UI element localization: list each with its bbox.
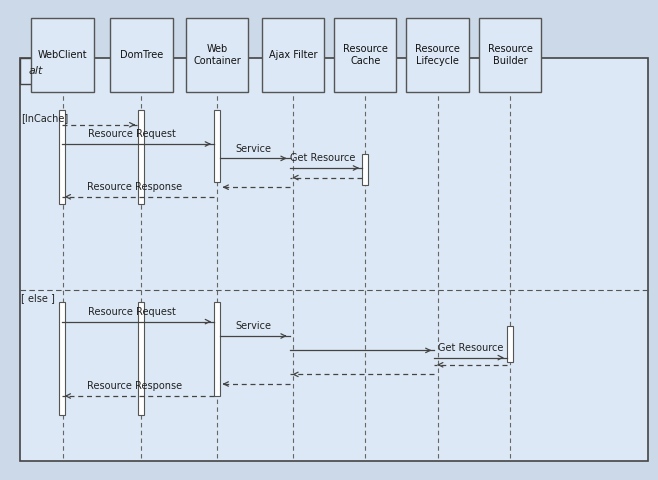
Bar [214,110,220,182]
Bar [507,326,513,362]
Text: Get Resource: Get Resource [290,153,355,163]
Bar [110,18,172,92]
Text: Resource
Cache: Resource Cache [343,44,388,66]
Text: Ajax Filter: Ajax Filter [268,50,317,60]
Bar [20,58,56,84]
Bar [32,18,94,92]
Bar [334,18,396,92]
Text: Resource Response: Resource Response [88,182,182,192]
Bar [362,154,368,185]
Text: Resource Request: Resource Request [88,129,176,139]
Text: WebClient: WebClient [38,50,88,60]
Text: Resource
Builder: Resource Builder [488,44,532,66]
Text: alt: alt [29,66,43,76]
Bar [59,302,65,415]
Text: Resource Request: Resource Request [88,307,176,317]
Bar [138,302,144,415]
Text: Service: Service [236,144,271,154]
Bar [214,302,220,396]
Text: DomTree: DomTree [120,50,163,60]
Text: Resource
Lifecycle: Resource Lifecycle [415,44,460,66]
Text: [ else ]: [ else ] [21,293,55,302]
Text: Get Resource: Get Resource [438,343,503,353]
Bar [186,18,249,92]
Bar [262,18,324,92]
Text: Resource Response: Resource Response [88,381,182,391]
Bar [407,18,468,92]
Bar [479,18,541,92]
Bar [138,110,144,204]
Text: Web
Container: Web Container [193,44,241,66]
Text: Service: Service [236,321,271,331]
Bar [20,58,648,461]
Text: [InCache]: [InCache] [21,113,68,122]
Bar [59,110,65,204]
